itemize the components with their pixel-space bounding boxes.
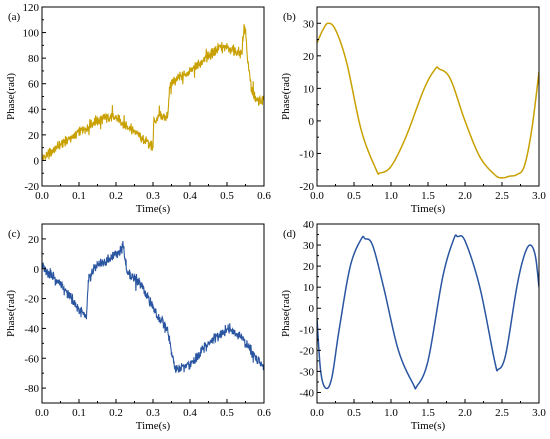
x-axis-label-a: Time(s) [136, 203, 171, 215]
x-tick-label-a: 0.4 [183, 190, 197, 202]
y-tick-label-a: 100 [23, 28, 40, 40]
y-tick-label-a: 0 [34, 155, 40, 167]
x-tick-label-a: 0.5 [220, 190, 234, 202]
axes-frame-b [317, 7, 539, 186]
plot-d: 0.0 0.5 1.0 1.5 2.0 2.5 3.0 -40 -30 -20 -10 0 10 20 30… [275, 217, 550, 434]
y-tick-label-c: -60 [24, 353, 39, 365]
x-axis-label-d: Time(s) [411, 420, 446, 432]
y-tick-label-d: -40 [299, 387, 314, 399]
x-tick-label-a: 0.1 [72, 190, 86, 202]
axes-frame-d [317, 224, 539, 403]
x-tick-label-c: 0.4 [183, 407, 197, 419]
series-line-d [317, 235, 539, 389]
plot-c: 0.0 0.1 0.2 0.3 0.4 0.5 0.6 -80 -60 -40 -20 0 20 Time… [0, 217, 275, 434]
y-tick-label-b: -20 [299, 181, 314, 193]
y-tick-label-a: 40 [28, 104, 40, 116]
y-tick-label-d: -30 [299, 366, 314, 378]
y-axis-label-a: Phase(rad) [5, 73, 17, 120]
x-tick-label-b: 0.5 [347, 190, 361, 202]
x-tick-label-c: 0.0 [35, 407, 49, 419]
y-tick-label-d: 20 [303, 261, 315, 273]
panel-d: 0.0 0.5 1.0 1.5 2.0 2.5 3.0 -40 -30 -20 -10 0 10 20 30… [275, 217, 550, 434]
x-tick-label-a: 0.6 [257, 190, 271, 202]
axes-frame-c [42, 224, 264, 403]
panel-label-b: (b) [283, 11, 296, 23]
x-tick-label-b: 1.0 [384, 190, 398, 202]
y-tick-label-b: 10 [303, 83, 315, 95]
x-tick-label-c: 0.1 [72, 407, 86, 419]
x-tick-label-d: 3.0 [532, 407, 546, 419]
y-tick-label-b: 0 [309, 116, 315, 128]
series-line-b [317, 23, 539, 178]
panel-label-a: (a) [8, 11, 21, 23]
y-tick-label-c: -80 [24, 383, 39, 395]
y-axis-label-d: Phase(rad) [280, 290, 292, 337]
plot-a: 0.0 0.1 0.2 0.3 0.4 0.5 0.6-20020406080100120T… [0, 0, 275, 217]
x-tick-label-b: 2.5 [495, 190, 509, 202]
plot-b: 0.0 0.5 1.0 1.5 2.0 2.5 3.0-20-100102030Time(s… [275, 0, 550, 217]
y-tick-label-b: -10 [299, 148, 314, 160]
y-tick-label-d: -20 [299, 345, 314, 357]
x-tick-label-c: 0.5 [220, 407, 234, 419]
y-tick-label-b: 30 [303, 18, 315, 30]
axes-frame-a [42, 7, 264, 186]
x-tick-label-b: 1.5 [421, 190, 435, 202]
x-tick-label-d: 1.5 [421, 407, 435, 419]
x-tick-label-d: 2.0 [458, 407, 472, 419]
x-axis-label-c: Time(s) [136, 420, 171, 432]
x-tick-label-b: 2.0 [458, 190, 472, 202]
x-axis-label-b: Time(s) [411, 203, 446, 215]
x-tick-label-c: 0.6 [257, 407, 271, 419]
x-tick-label-a: 0.3 [146, 190, 160, 202]
panel-c: 0.0 0.1 0.2 0.3 0.4 0.5 0.6 -80 -60 -40 -20 0 20 Time… [0, 217, 275, 434]
y-tick-label-c: -20 [24, 294, 39, 306]
y-tick-label-d: 40 [303, 219, 315, 231]
x-tick-label-a: 0.2 [109, 190, 123, 202]
x-tick-label-d: 0.5 [347, 407, 361, 419]
y-tick-label-d: -10 [299, 324, 314, 336]
y-tick-label-a: 80 [28, 53, 40, 65]
y-tick-label-a: 120 [23, 2, 40, 14]
y-tick-label-b: 20 [303, 51, 315, 63]
y-tick-label-d: 0 [309, 303, 315, 315]
series-line-a [42, 24, 264, 160]
panel-label-c: (c) [8, 228, 21, 240]
x-tick-label-c: 0.3 [146, 407, 160, 419]
y-tick-label-c: 20 [28, 234, 40, 246]
x-tick-label-d: 2.5 [495, 407, 509, 419]
y-tick-label-c: 0 [34, 264, 40, 276]
series-line-c [42, 241, 264, 373]
panel-label-d: (d) [283, 228, 296, 240]
y-axis-label-c: Phase(rad) [5, 290, 17, 337]
x-tick-label-c: 0.2 [109, 407, 123, 419]
panel-b: 0.0 0.5 1.0 1.5 2.0 2.5 3.0 -20 -10 0 10 20 30 Time(s… [275, 0, 550, 217]
y-tick-label-d: 10 [303, 282, 315, 294]
y-axis-label-b: Phase(rad) [280, 73, 292, 120]
x-tick-label-d: 0.0 [310, 407, 324, 419]
y-tick-label-a: 20 [28, 130, 40, 142]
y-tick-label-a: -20 [24, 181, 39, 193]
y-tick-label-d: 30 [303, 240, 315, 252]
y-tick-label-a: 60 [28, 79, 40, 91]
x-tick-label-d: 1.0 [384, 407, 398, 419]
panel-a: 0.0 0.1 0.2 0.3 0.4 0.5 0.6 -20 0 20 40 60 80 100 120 T… [0, 0, 275, 217]
y-tick-label-c: -40 [24, 323, 39, 335]
x-tick-label-b: 3.0 [532, 190, 546, 202]
